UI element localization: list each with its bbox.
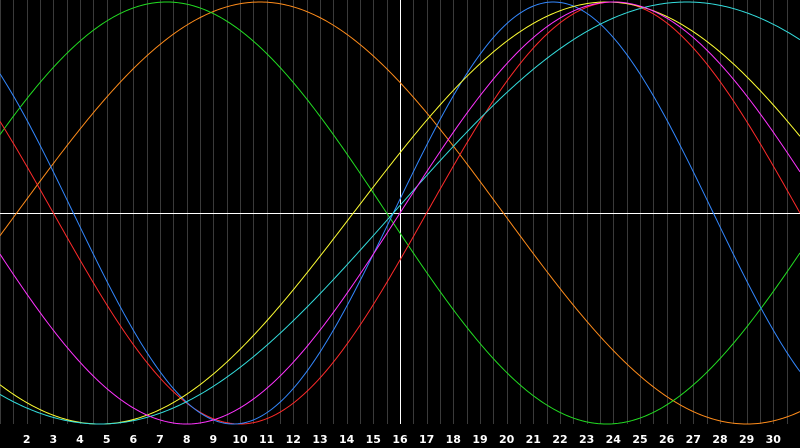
x-tick-label: 20 <box>499 433 515 446</box>
series-line-3 <box>0 1 800 425</box>
x-tick-label: 8 <box>183 433 191 446</box>
series-line-2 <box>0 1 800 425</box>
series-line-5 <box>0 1 800 425</box>
x-tick-label: 10 <box>232 433 248 446</box>
x-tick-label: 7 <box>156 433 164 446</box>
x-tick-label: 4 <box>76 433 84 446</box>
x-tick-label: 3 <box>49 433 57 446</box>
x-tick-label: 16 <box>392 433 408 446</box>
x-tick-label: 13 <box>312 433 327 446</box>
x-tick-label: 25 <box>632 433 647 446</box>
x-tick-label: 14 <box>339 433 355 446</box>
x-tick-label: 21 <box>526 433 541 446</box>
x-tick-label: 2 <box>23 433 31 446</box>
x-tick-label: 28 <box>712 433 727 446</box>
x-tick-label: 24 <box>606 433 622 446</box>
x-tick-label: 30 <box>766 433 782 446</box>
x-tick-label: 18 <box>446 433 461 446</box>
x-tick-label: 5 <box>103 433 111 446</box>
x-tick-label: 19 <box>472 433 487 446</box>
x-tick-labels: 2 3 4 5 6 7 8 9 10 11 12 13 14 15 16 17 18 19 20 21 22 23 24 25… <box>23 433 781 446</box>
series-line-4 <box>0 1 800 425</box>
x-tick-label: 15 <box>366 433 381 446</box>
x-tick-label: 11 <box>259 433 274 446</box>
x-tick-label: 27 <box>686 433 701 446</box>
x-tick-label: 6 <box>129 433 137 446</box>
x-tick-label: 17 <box>419 433 434 446</box>
grid-lines <box>0 0 788 424</box>
x-tick-label: 12 <box>286 433 301 446</box>
series-line-6 <box>0 1 800 425</box>
series-line-1 <box>0 1 800 425</box>
series-lines <box>0 1 800 425</box>
series-line-7 <box>0 1 800 425</box>
x-tick-label: 9 <box>209 433 217 446</box>
x-tick-label: 26 <box>659 433 675 446</box>
x-tick-label: 29 <box>739 433 754 446</box>
x-tick-label: 23 <box>579 433 594 446</box>
x-tick-label: 22 <box>552 433 567 446</box>
